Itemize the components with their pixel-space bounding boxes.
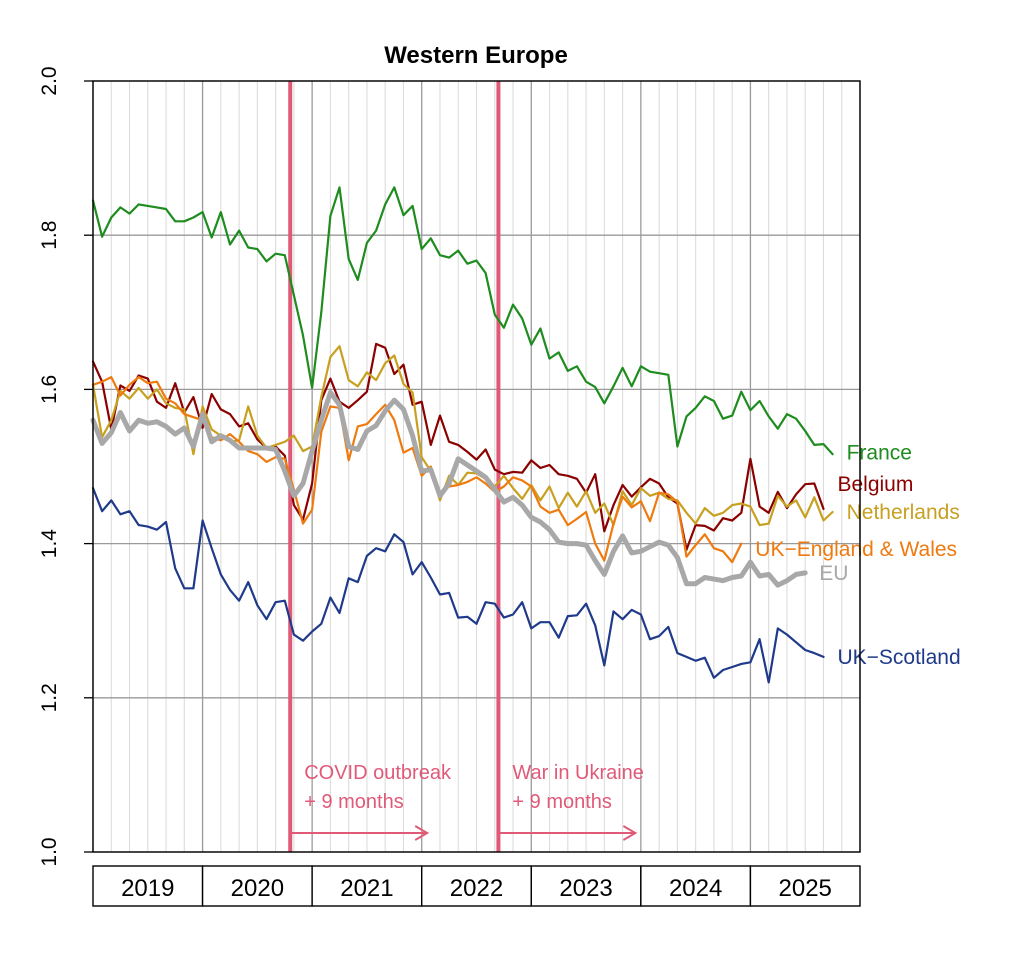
- event-arrowhead: [622, 825, 638, 841]
- y-tick-label: 1.0: [38, 837, 61, 866]
- series-label-5: UK−Scotland: [837, 646, 960, 669]
- series-label-0: France: [847, 442, 912, 465]
- series-label-1: Belgium: [837, 473, 913, 496]
- series-line-5: [91, 487, 825, 684]
- series-label-4: EU: [819, 562, 848, 585]
- year-box: [311, 865, 423, 907]
- year-label: 2023: [559, 875, 612, 902]
- event-label: War in Ukraine: [512, 762, 644, 784]
- series-label-2: Netherlands: [847, 501, 960, 524]
- series-line-2: [91, 345, 834, 527]
- series-labels: France Belgium Netherlands UK−England & Wal…: [755, 442, 960, 669]
- event-markers: COVID outbreak + 9 months War in Ukraine + …: [288, 81, 644, 852]
- year-label: 2025: [779, 875, 832, 902]
- series-label-3: UK−England & Wales: [755, 538, 957, 561]
- year-box: [530, 865, 642, 907]
- series-line-3: [91, 376, 743, 564]
- year-label: 2024: [669, 875, 722, 902]
- series-line-0: [91, 186, 834, 456]
- event-label: COVID outbreak: [304, 762, 452, 784]
- series-line-1: [91, 342, 825, 551]
- plot-frame: [92, 80, 861, 853]
- y-axis: 1.0 1.2 1.4 1.6 1.8 2.0: [38, 66, 93, 867]
- year-label: 2020: [231, 875, 284, 902]
- year-box: [92, 865, 204, 907]
- y-tick-label: 1.6: [38, 375, 61, 404]
- grid: [92, 80, 861, 853]
- year-label: 2022: [450, 875, 503, 902]
- y-tick-label: 2.0: [38, 66, 61, 95]
- year-box: [749, 865, 861, 907]
- chart-title: Western Europe: [384, 42, 568, 69]
- y-tick-label: 1.4: [38, 529, 61, 559]
- y-tick-label: 1.8: [38, 221, 61, 250]
- data-series: [90, 186, 834, 684]
- series-line-4: [90, 390, 808, 588]
- y-tick-label: 1.2: [38, 683, 61, 712]
- event-sublabel: + 9 months: [512, 791, 612, 813]
- year-label: 2019: [121, 875, 174, 902]
- x-axis-year-boxes: 2019 2020 2021 2022 2023 2024 2025: [92, 865, 861, 907]
- year-box: [201, 865, 313, 907]
- year-box: [640, 865, 752, 907]
- event-sublabel: + 9 months: [304, 791, 404, 813]
- year-box: [421, 865, 532, 907]
- event-arrowhead: [414, 825, 430, 841]
- year-label: 2021: [340, 875, 393, 902]
